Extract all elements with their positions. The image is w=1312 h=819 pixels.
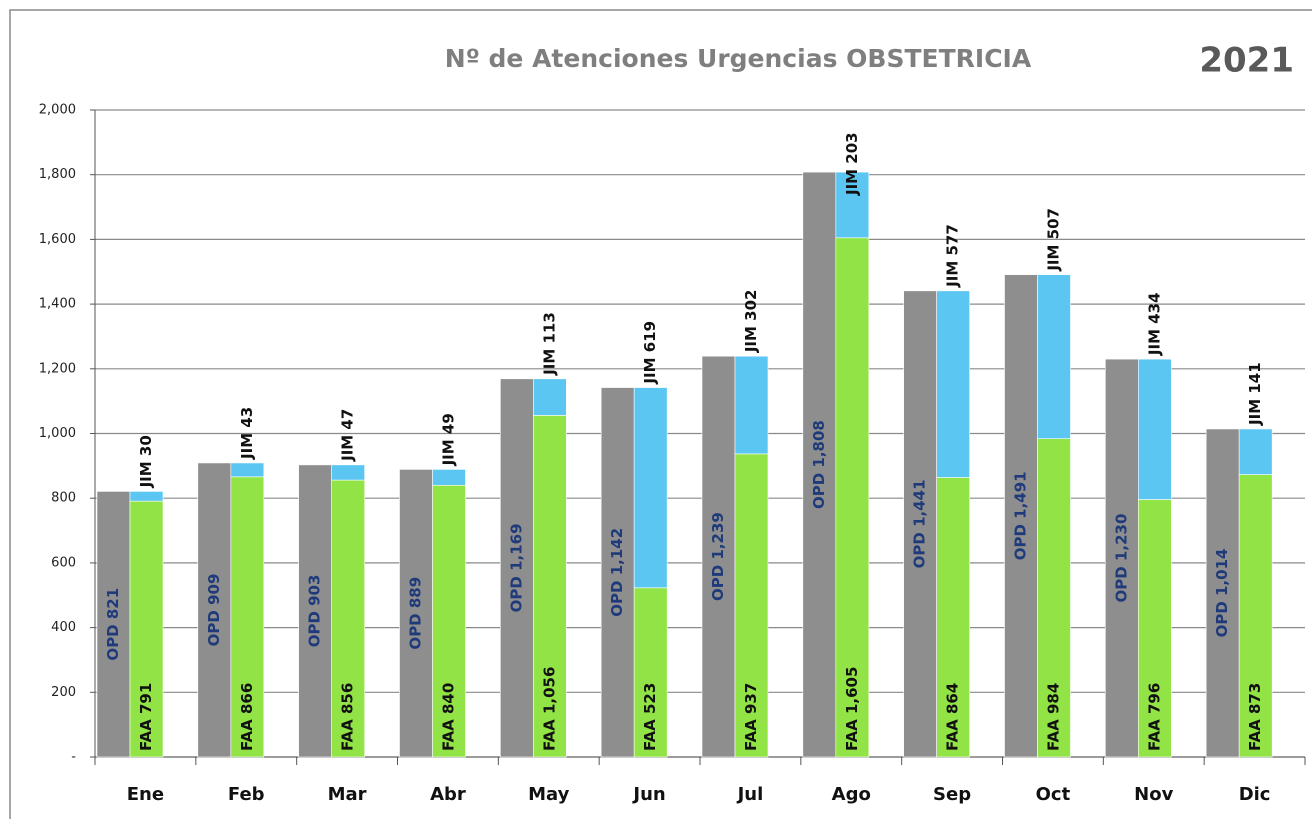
y-tick-label: 1,000 xyxy=(39,426,76,441)
bar xyxy=(1037,274,1071,439)
x-tick-label: Jun xyxy=(631,784,665,805)
bar xyxy=(399,469,433,758)
bar xyxy=(600,387,635,758)
data-label: OPD 1,169 xyxy=(507,523,525,612)
x-tick-label: May xyxy=(528,784,570,805)
bar xyxy=(633,587,668,758)
data-label: JIM 619 xyxy=(641,321,659,385)
bar xyxy=(1138,499,1172,758)
x-tick-label: Jul xyxy=(736,784,764,805)
bar xyxy=(197,462,232,758)
data-label: FAA 791 xyxy=(137,683,155,751)
data-label: JIM 507 xyxy=(1045,208,1063,272)
data-label: JIM 434 xyxy=(1145,292,1163,356)
bar xyxy=(96,491,131,758)
x-tick-label: Ene xyxy=(127,784,164,805)
bar xyxy=(701,355,736,758)
data-label: FAA 937 xyxy=(742,683,760,751)
y-tick-label: 2,000 xyxy=(39,103,76,118)
data-label: OPD 1,014 xyxy=(1213,549,1231,638)
data-label: OPD 821 xyxy=(104,588,122,661)
y-tick-label: 200 xyxy=(51,685,76,700)
data-label: OPD 1,441 xyxy=(911,479,929,568)
data-label: FAA 1,056 xyxy=(540,667,558,751)
data-label: JIM 577 xyxy=(944,224,962,288)
data-label: OPD 1,808 xyxy=(810,420,828,509)
bar xyxy=(230,476,265,758)
chart-subtitle: 2021 xyxy=(1199,41,1294,81)
data-label: FAA 864 xyxy=(944,683,962,751)
data-label: JIM 47 xyxy=(339,409,357,462)
data-label: JIM 203 xyxy=(843,132,861,196)
y-tick-label: 400 xyxy=(51,620,76,635)
data-label: JIM 49 xyxy=(440,413,458,466)
bar xyxy=(936,290,970,478)
bar xyxy=(734,355,769,455)
bar xyxy=(835,171,870,239)
y-tick-label: 1,400 xyxy=(39,297,76,312)
bar xyxy=(432,469,466,486)
data-label: JIM 141 xyxy=(1246,362,1264,426)
data-label: OPD 889 xyxy=(407,577,425,650)
bar xyxy=(533,378,567,416)
data-label: FAA 796 xyxy=(1145,683,1163,751)
x-tick-label: Sep xyxy=(933,784,971,805)
data-label: JIM 302 xyxy=(742,290,760,354)
bar xyxy=(1105,358,1139,758)
bar xyxy=(432,484,466,758)
data-label: FAA 840 xyxy=(440,683,458,751)
data-label: JIM 30 xyxy=(137,435,155,488)
y-tick-label: 1,800 xyxy=(39,167,76,182)
bar xyxy=(1138,358,1172,500)
data-label: FAA 523 xyxy=(641,683,659,751)
x-tick-label: Mar xyxy=(328,784,367,805)
bar xyxy=(1238,474,1273,758)
bar xyxy=(835,237,870,758)
x-tick-label: Abr xyxy=(430,784,466,805)
bar xyxy=(1238,428,1273,475)
bar xyxy=(298,464,332,758)
bar xyxy=(129,491,164,502)
data-label: JIM 113 xyxy=(540,312,558,376)
data-label: FAA 866 xyxy=(238,683,256,751)
data-label: OPD 1,142 xyxy=(608,528,626,617)
data-label: FAA 856 xyxy=(339,683,357,751)
chart-title: Nº de Atenciones Urgencias OBSTETRICIA xyxy=(445,44,1032,73)
bar xyxy=(500,378,534,758)
bar xyxy=(633,387,668,589)
bar xyxy=(533,415,567,758)
bar xyxy=(1037,438,1071,758)
data-label: OPD 1,491 xyxy=(1012,471,1030,560)
y-tick-label: - xyxy=(71,750,76,765)
y-tick-label: 1,200 xyxy=(39,361,76,376)
data-label: OPD 909 xyxy=(205,574,223,647)
data-label: OPD 1,239 xyxy=(709,512,727,601)
bar xyxy=(230,462,265,478)
data-label: FAA 1,605 xyxy=(843,667,861,751)
bar xyxy=(331,479,365,758)
bar xyxy=(129,500,164,758)
data-label: FAA 873 xyxy=(1246,683,1264,751)
data-label: OPD 1,230 xyxy=(1112,514,1130,603)
y-tick-label: 800 xyxy=(51,491,76,506)
x-tick-label: Feb xyxy=(228,784,265,805)
x-tick-label: Oct xyxy=(1036,784,1071,805)
x-tick-label: Nov xyxy=(1134,784,1173,805)
data-label: JIM 43 xyxy=(238,407,256,460)
x-tick-label: Dic xyxy=(1239,784,1271,805)
bar xyxy=(331,464,365,481)
y-tick-label: 1,600 xyxy=(39,232,76,247)
data-label: FAA 984 xyxy=(1045,683,1063,751)
bar xyxy=(734,453,769,758)
bar xyxy=(903,290,937,758)
y-tick-label: 600 xyxy=(51,555,76,570)
frame xyxy=(9,9,1312,819)
bar xyxy=(802,171,837,758)
x-tick-label: Ago xyxy=(832,784,871,805)
data-label: OPD 903 xyxy=(306,575,324,648)
